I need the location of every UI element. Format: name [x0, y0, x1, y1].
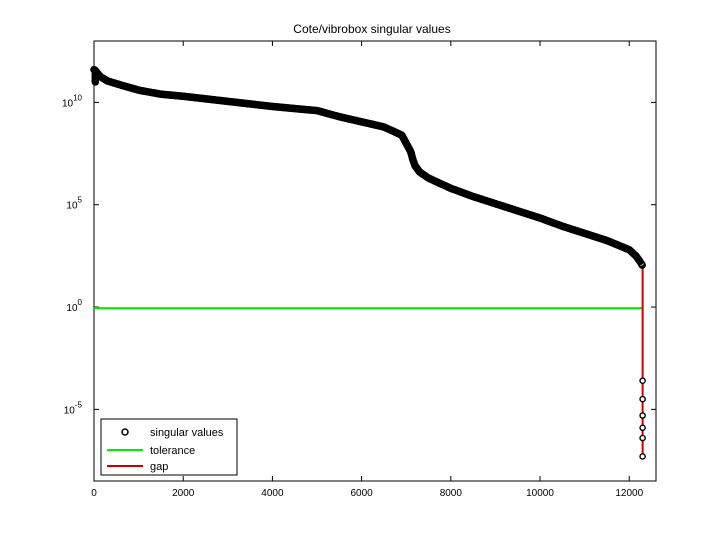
y-tick-label: 100	[66, 298, 82, 314]
legend-label-gap: gap	[150, 461, 168, 473]
y-axis-ticks: 1010 105 100 10-5	[62, 93, 656, 416]
legend-label-tolerance: tolerance	[150, 445, 195, 457]
singular-value-point	[398, 132, 407, 140]
singular-value-point	[639, 434, 646, 442]
y-tick-label: 1010	[62, 93, 83, 109]
y-tick-label: 10-5	[64, 400, 83, 416]
singular-value-point	[91, 66, 100, 75]
x-tick-label: 8000	[440, 488, 463, 499]
singular-value-point	[639, 412, 646, 419]
legend-label-singular-values: singular values	[150, 427, 224, 439]
singular-value-point	[639, 424, 646, 432]
singular-value-point	[638, 261, 646, 269]
plot-area	[93, 40, 657, 482]
x-tick-label: 4000	[261, 488, 284, 499]
x-tick-label: 0	[91, 488, 97, 499]
x-tick-label: 10000	[526, 488, 554, 499]
legend: singular values tolerance gap	[100, 418, 238, 476]
x-tick-label: 2000	[172, 488, 195, 499]
singular-value-points	[90, 65, 646, 460]
x-tick-label: 6000	[350, 488, 373, 499]
legend-marker-singular-values	[121, 428, 129, 436]
singular-value-point	[639, 453, 646, 460]
x-axis-ticks: 0 2000 4000 6000 8000 10000 12000	[91, 41, 644, 499]
y-tick-label: 105	[66, 196, 82, 212]
chart-title: Cote/vibrobox singular values	[293, 22, 450, 36]
singular-value-point	[639, 395, 646, 403]
singular-value-point	[639, 377, 646, 385]
x-tick-label: 12000	[615, 488, 643, 499]
